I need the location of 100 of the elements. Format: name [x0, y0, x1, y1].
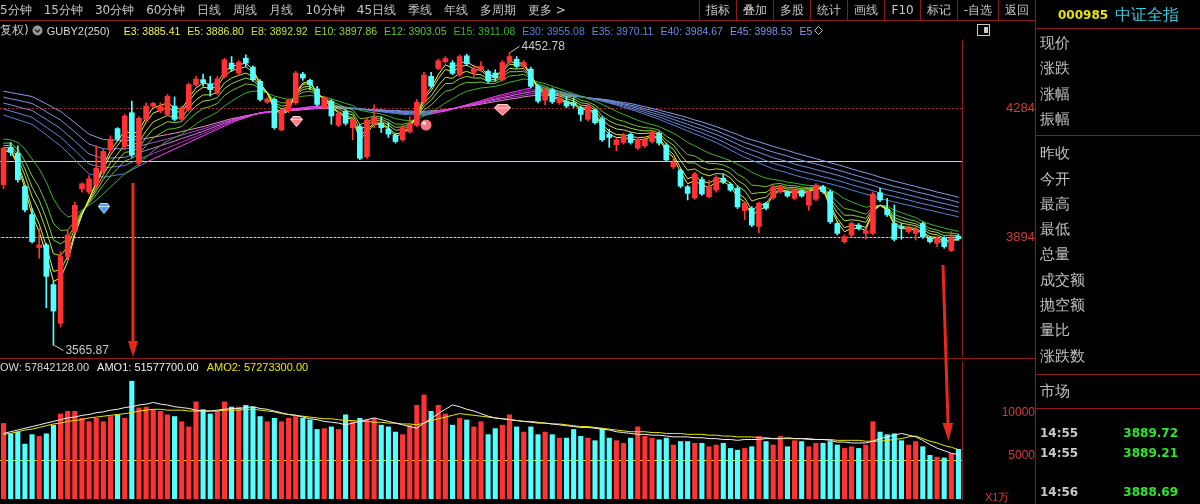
- bar: [414, 404, 420, 499]
- text: 现价: [1040, 33, 1070, 53]
- text: 涨跌: [1040, 58, 1070, 79]
- bar: [955, 448, 961, 499]
- bar: [435, 404, 441, 499]
- candlestick: [36, 228, 43, 259]
- bar: [229, 406, 235, 499]
- text: 涨跌数: [1040, 345, 1085, 366]
- bar: [43, 433, 49, 499]
- category-label: 14:55: [1040, 425, 1079, 441]
- text: 多周期: [480, 1, 517, 19]
- bar: [514, 426, 520, 499]
- bar: [635, 426, 641, 499]
- annotation: OW: 57842128.00: [0, 361, 90, 373]
- bar: [663, 437, 669, 499]
- bar: [157, 411, 163, 499]
- bar: [107, 416, 114, 499]
- bar: [343, 414, 349, 499]
- bar: [50, 424, 57, 499]
- text: 60分钟: [146, 1, 186, 19]
- bar: [29, 434, 35, 499]
- bar: [193, 401, 199, 499]
- text: 指标: [699, 0, 737, 20]
- text: F10: [884, 0, 920, 20]
- text: E3: 3885.41: [123, 24, 181, 37]
- text: 15分钟: [43, 1, 83, 19]
- bar: [506, 414, 513, 499]
- bar: [549, 434, 555, 499]
- bar: [8, 433, 14, 499]
- bar: [756, 436, 762, 499]
- bar: [136, 407, 142, 499]
- text: AMO2: 57273300.00: [206, 361, 309, 373]
- text: 振幅: [1040, 108, 1070, 129]
- bar: [749, 446, 755, 499]
- bar: [585, 437, 591, 499]
- bar: [863, 444, 869, 499]
- text: 10分钟: [305, 1, 345, 19]
- data-label: 3889.21: [1123, 444, 1178, 461]
- text: 30分钟: [94, 1, 135, 19]
- bar: [115, 414, 121, 499]
- bar: [891, 433, 897, 499]
- text: E15: 3911.08: [453, 24, 516, 37]
- bar: [1, 423, 7, 499]
- bar: [642, 436, 648, 499]
- bar: [150, 409, 156, 499]
- bar: [692, 442, 698, 499]
- chart-subtitle: 复权): [0, 22, 29, 39]
- bar: [777, 436, 783, 499]
- bar: [848, 446, 855, 499]
- bar: [920, 446, 926, 499]
- text: 更多 >: [528, 1, 566, 19]
- text: E35: 3970.11: [591, 24, 654, 37]
- text: E30: 3955.08: [522, 24, 585, 37]
- bar: [884, 434, 890, 499]
- text: E10: 3897.86: [314, 24, 378, 37]
- data-label: 3888.69: [1123, 484, 1178, 501]
- bar: [328, 426, 334, 499]
- text: E40: 3984.67: [660, 24, 723, 37]
- bar: [556, 437, 562, 499]
- text: 成交额: [1040, 269, 1085, 290]
- bar: [941, 457, 947, 499]
- bar: [877, 431, 883, 499]
- annotation: 3565.87: [65, 342, 110, 357]
- text: 量比: [1040, 320, 1070, 341]
- bar: [407, 424, 413, 499]
- bar: [72, 411, 78, 499]
- bar: [706, 446, 712, 499]
- bar: [371, 417, 377, 499]
- bar: [122, 417, 128, 499]
- y-tick-label: 10000: [1001, 405, 1036, 420]
- bar: [243, 404, 249, 499]
- bar: [321, 428, 327, 499]
- text: E5: [799, 24, 813, 37]
- bar: [236, 406, 242, 499]
- bar: [471, 426, 477, 499]
- bar: [763, 441, 769, 499]
- bar: [172, 416, 178, 499]
- text: 统计: [810, 0, 848, 20]
- text: 季线: [408, 1, 433, 19]
- bar: [685, 441, 691, 499]
- bar: [613, 440, 619, 499]
- bar: [457, 417, 463, 499]
- bar: [428, 411, 434, 499]
- bar: [542, 431, 548, 499]
- bar: [905, 444, 912, 499]
- bar: [927, 455, 933, 499]
- bar: [784, 446, 790, 499]
- text: AMO1: 51577700.00: [97, 361, 199, 373]
- bar: [392, 431, 399, 499]
- bar: [278, 421, 285, 499]
- bar: [207, 413, 213, 499]
- bar: [79, 417, 85, 499]
- bar: [856, 448, 862, 499]
- bar: [250, 406, 256, 499]
- text: 多股: [773, 0, 811, 20]
- text: 抛空额: [1040, 295, 1085, 315]
- y-tick-label: 3894: [1006, 228, 1035, 244]
- bar: [820, 442, 826, 499]
- bar: [449, 424, 456, 499]
- bar: [834, 444, 840, 499]
